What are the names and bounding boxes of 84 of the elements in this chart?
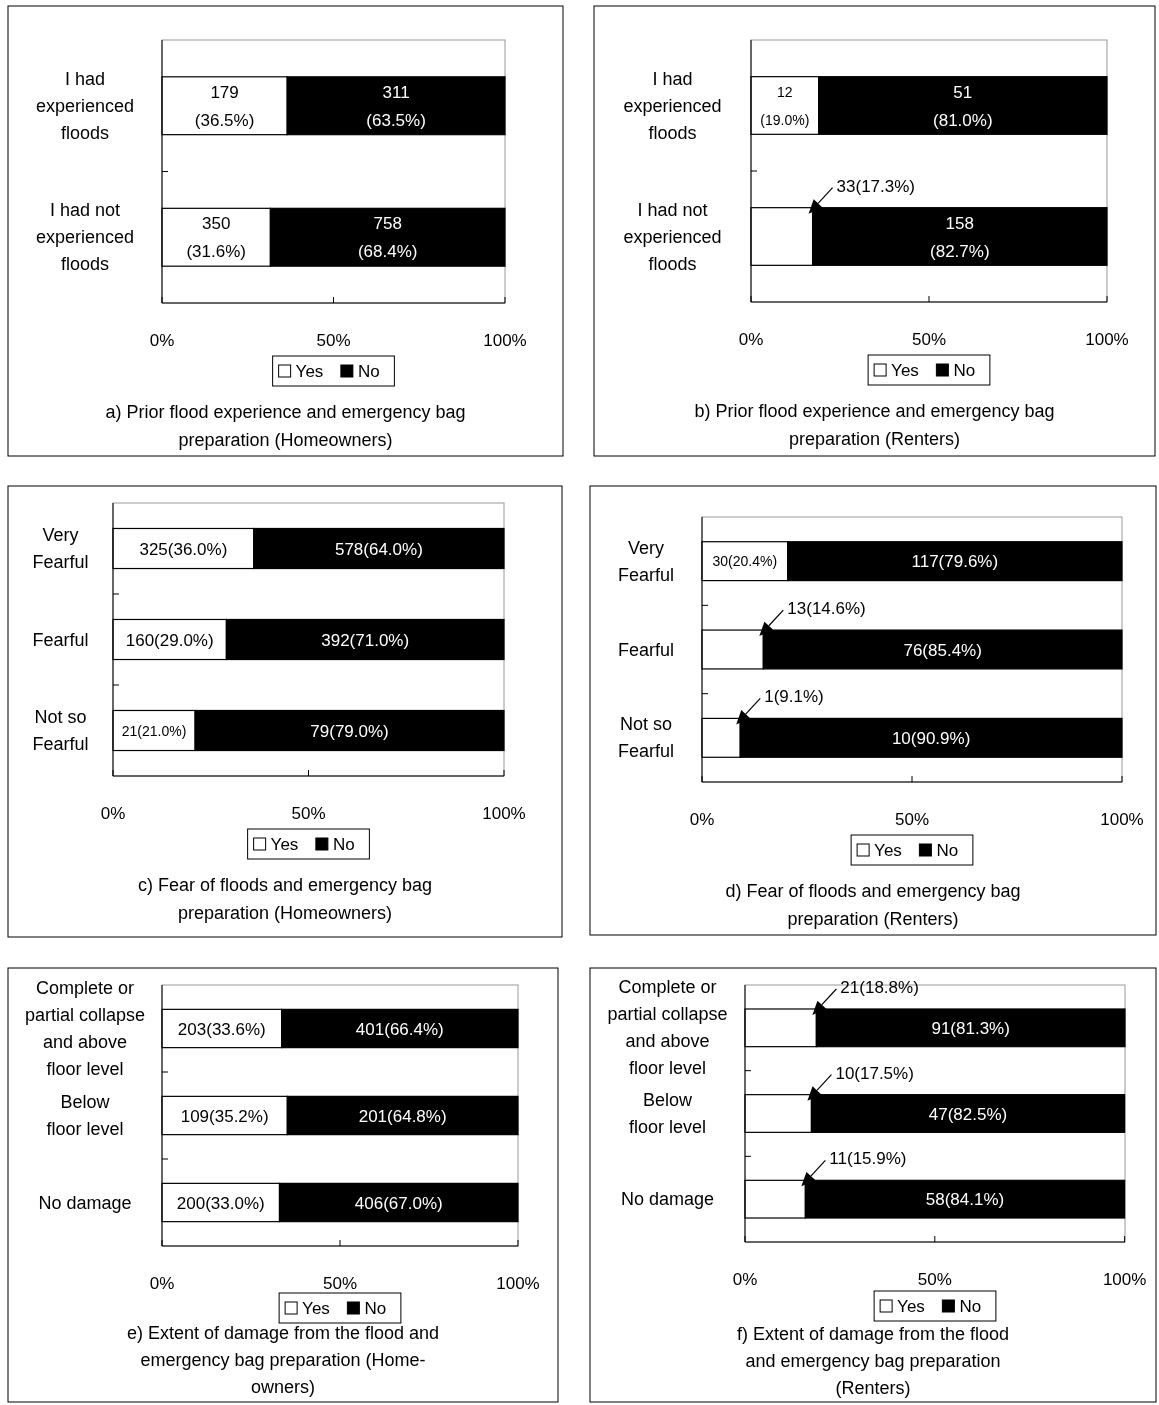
data-label: 350 (31.6%) [186,213,246,261]
data-label: 91(81.3%) [931,1018,1010,1038]
data-label: 1(9.1%) [764,686,824,706]
y-tick-label: No damage [38,1192,132,1213]
data-label: 203(33.6%) [177,1019,266,1038]
data-label: 12 (19.0%) [760,83,810,128]
x-tick-label: 0% [100,803,126,823]
data-label: 33(17.3%) [836,176,916,196]
x-tick-label: 50% [911,329,947,349]
legend-label: No [953,360,976,380]
data-label: 158 (82.7%) [930,213,990,260]
y-tick-label: Very Fearful [32,525,89,572]
data-label: 47(82.5%) [928,1104,1008,1123]
y-tick-label: Not so Fearful [32,707,89,754]
y-tick-label: Complete or partial collapse and above floor level [607,977,728,1079]
legend-label: No [332,834,355,854]
x-tick-label: 0% [149,1273,175,1293]
data-label: 10(90.9%) [891,728,971,748]
data-label: 179 (36.5%) [194,82,255,130]
y-tick-label: Fearful [32,629,89,650]
data-label: 401(66.4%) [355,1019,444,1038]
data-label: 11(15.9%) [829,1148,907,1168]
data-label: 578(64.0%) [334,539,423,558]
y-tick-label: Below floor level [46,1092,124,1139]
data-label: 21(21.0%) [121,722,187,739]
x-tick-label: 100% [483,330,527,350]
x-tick-label: 0% [738,329,764,349]
y-tick-label: No damage [620,1189,715,1210]
text: b) Prior flood experience and emergency bag preparation (Renters) [694,401,1055,449]
legend-label: No [959,1296,982,1316]
x-tick-label: 50% [316,330,351,350]
x-tick-label: 100% [1102,1269,1147,1289]
text: f) Extent of damage from the flood and emergency bag preparation (Renters) [736,1324,1010,1398]
data-label: 76(85.4%) [903,640,982,659]
x-tick-label: 50% [917,1269,952,1289]
legend-label: Yes [295,361,324,381]
y-tick-label: Complete or partial collapse and above floor level [24,978,146,1079]
data-label: 117(79.6%) [911,551,999,571]
x-tick-label: 100% [496,1273,540,1293]
y-tick-label: I had experienced floods [623,68,722,143]
y-tick-label: Fearful [617,639,675,660]
y-tick-label: Below floor level [628,1090,707,1137]
data-label: 21(18.8%) [840,977,919,997]
y-tick-label: I had not experienced floods [35,200,135,275]
data-label: 406(67.0%) [354,1193,443,1212]
y-tick-label: Not so Fearful [617,714,675,762]
legend-label: Yes [897,1296,925,1316]
data-label: 13(14.6%) [787,598,866,618]
x-tick-label: 0% [689,809,715,829]
legend-label: Yes [302,1298,330,1318]
y-tick-label: I had experienced floods [35,68,135,143]
x-tick-label: 100% [482,803,526,823]
data-label: 109(35.2%) [180,1106,269,1125]
text: a) Prior flood experience and emergency bag preparation (Homeowners) [105,402,466,450]
data-label: 10(17.5%) [835,1063,914,1083]
data-label: 58(84.1%) [925,1189,1005,1209]
y-tick-label: I had not experienced floods [623,199,722,274]
legend-label: No [364,1298,387,1318]
data-label: 200(33.0%) [176,1193,265,1212]
legend-label: Yes [270,834,299,854]
data-label: 30(20.4%) [712,553,778,570]
x-tick-label: 0% [149,330,175,350]
data-label: 201(64.8%) [358,1106,447,1125]
data-label: 325(36.0%) [139,539,228,558]
text: d) Fear of floods and emergency bag preparation (Renters) [725,881,1021,929]
data-label: 392(71.0%) [321,630,410,649]
x-tick-label: 0% [732,1269,758,1289]
legend-label: No [936,840,959,860]
data-label: 51 (81.0%) [933,82,993,129]
x-tick-label: 50% [322,1273,358,1293]
y-tick-label: Very Fearful [617,537,675,585]
data-label: 311 (63.5%) [366,82,426,130]
data-label: 758 (68.4%) [357,213,418,261]
legend-label: Yes [874,840,902,860]
legend-label: Yes [891,360,919,380]
x-tick-label: 50% [291,803,326,823]
x-tick-label: 50% [894,809,930,829]
legend-label: No [357,361,380,381]
data-label: 79(79.0%) [310,721,389,740]
text: c) Fear of floods and emergency bag preparation (Homeowners) [137,875,433,923]
text: e) Extent of damage from the flood and emergency bag preparation (Home- owners) [126,1323,440,1397]
x-tick-label: 100% [1085,329,1129,349]
data-label: 160(29.0%) [125,630,214,649]
x-tick-label: 100% [1100,809,1144,829]
